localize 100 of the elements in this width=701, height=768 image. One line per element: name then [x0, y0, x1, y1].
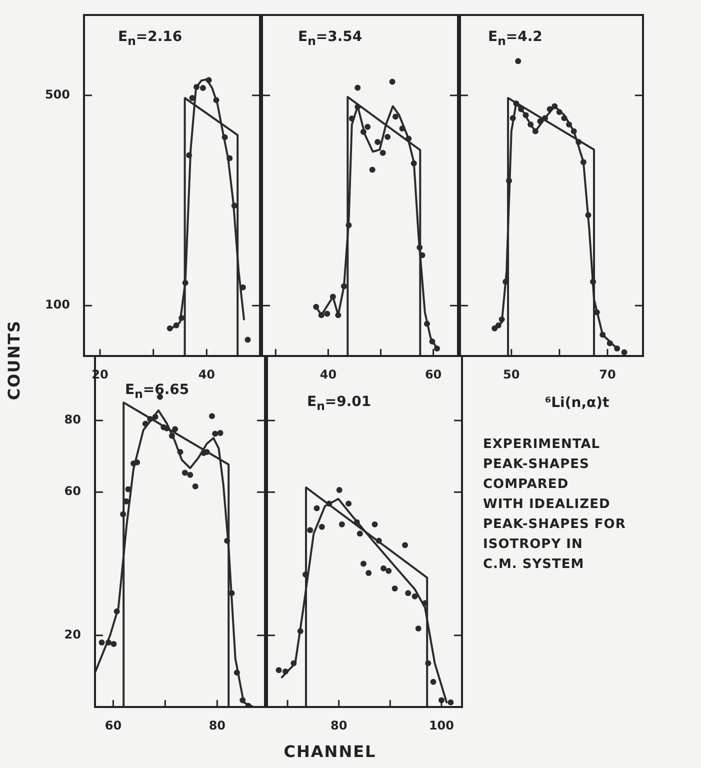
y-tick-label: 500 — [44, 87, 70, 102]
point — [384, 134, 391, 140]
point — [336, 486, 342, 493]
point — [187, 472, 194, 478]
x-tick-label: 60 — [424, 367, 442, 382]
point — [318, 312, 324, 318]
text: ⁶Li(n,α)t — [545, 395, 610, 411]
point — [318, 524, 325, 530]
x-tick-label: 40 — [320, 367, 337, 382]
point — [290, 660, 297, 666]
point — [434, 346, 440, 352]
point — [376, 538, 382, 544]
x-tick-label: 40 — [198, 367, 216, 382]
point — [532, 128, 538, 134]
point — [172, 426, 178, 432]
point — [402, 542, 408, 548]
point — [369, 166, 376, 173]
point — [354, 104, 361, 110]
point — [366, 570, 372, 576]
point — [182, 280, 188, 286]
point — [313, 304, 320, 310]
point — [606, 340, 613, 346]
point — [416, 244, 423, 251]
point — [234, 670, 240, 676]
point — [356, 530, 363, 537]
point — [621, 349, 628, 356]
point — [546, 106, 553, 112]
point — [389, 78, 396, 85]
x-axis-title: CHANNEL — [284, 742, 376, 761]
text: E$_{n}$=9.01 — [307, 394, 372, 413]
point — [224, 538, 230, 544]
point — [324, 310, 330, 317]
point — [194, 84, 200, 90]
point — [282, 668, 288, 675]
point — [297, 628, 304, 634]
text: E$_{n}$=3.54 — [298, 29, 362, 48]
point — [386, 568, 392, 574]
point — [110, 640, 117, 647]
y-tick-label: 20 — [64, 627, 81, 642]
point — [576, 138, 582, 145]
point — [173, 322, 180, 328]
point — [338, 521, 345, 528]
y-axis-title: COUNTS — [4, 320, 24, 400]
point — [528, 122, 534, 128]
point — [164, 425, 170, 432]
point — [244, 336, 251, 343]
point — [206, 77, 212, 84]
point — [585, 212, 592, 218]
point — [177, 448, 184, 455]
point — [98, 640, 105, 646]
x-tick-label: 70 — [599, 367, 616, 382]
point — [346, 500, 352, 507]
text: E$_{n}$=4.2 — [488, 29, 542, 48]
text: EXPERIMENTAL PEAK-SHAPES COMPARED WITH IDEALIZED PEAK-SHAPES FOR ISOTROPY IN C.M. SYSTEM — [483, 436, 626, 574]
point — [410, 160, 417, 166]
point — [142, 420, 148, 427]
point — [380, 565, 386, 572]
y-tick-label: 80 — [64, 412, 81, 427]
point — [399, 125, 406, 132]
x-tick-label: 100 — [428, 718, 454, 732]
point — [561, 115, 568, 122]
point — [492, 325, 498, 332]
point — [364, 124, 371, 130]
x-tick-label: 50 — [503, 367, 520, 382]
point — [412, 593, 418, 600]
point — [106, 640, 112, 646]
x-tick-label: 60 — [104, 718, 122, 732]
point — [405, 590, 412, 596]
point — [217, 430, 224, 436]
y-tick-label: 60 — [64, 484, 81, 498]
point — [186, 152, 192, 158]
point — [226, 155, 233, 162]
point — [276, 667, 282, 674]
point — [114, 608, 120, 614]
point — [422, 600, 428, 606]
point — [330, 294, 336, 300]
point — [354, 84, 361, 91]
point — [200, 85, 206, 91]
text: E$_{n}$=2.16 — [118, 29, 182, 48]
point — [335, 312, 342, 318]
point — [360, 128, 366, 135]
point — [314, 505, 320, 512]
point — [231, 202, 238, 209]
point — [430, 678, 436, 685]
point — [506, 178, 512, 184]
point — [614, 346, 620, 352]
point — [212, 430, 218, 437]
point — [346, 222, 352, 228]
point — [182, 470, 188, 476]
point — [552, 103, 558, 110]
point — [374, 138, 381, 145]
point — [213, 97, 220, 104]
point — [348, 115, 355, 122]
point — [168, 432, 175, 439]
point — [419, 252, 426, 258]
point — [515, 58, 522, 64]
point — [513, 100, 520, 106]
point — [518, 106, 524, 112]
point — [152, 414, 158, 420]
point — [340, 283, 347, 290]
